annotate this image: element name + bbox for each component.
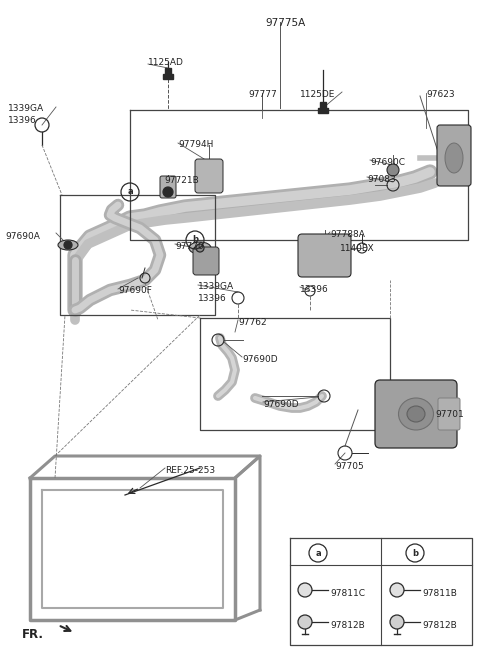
FancyBboxPatch shape	[375, 380, 457, 448]
Ellipse shape	[189, 242, 211, 254]
Text: 97690C: 97690C	[370, 158, 405, 167]
Text: 1140EX: 1140EX	[340, 244, 374, 253]
Text: 13396: 13396	[300, 285, 329, 294]
Text: a: a	[315, 549, 321, 558]
Text: 97812B: 97812B	[422, 622, 457, 631]
Text: 97794H: 97794H	[178, 140, 214, 149]
FancyBboxPatch shape	[193, 247, 219, 275]
Text: 97721B: 97721B	[164, 176, 199, 185]
Text: b: b	[412, 549, 418, 558]
Text: 1125DE: 1125DE	[300, 90, 336, 99]
Bar	[318, 108, 328, 113]
Text: 1339GA: 1339GA	[8, 104, 44, 113]
Text: FR.: FR.	[22, 628, 44, 641]
Circle shape	[64, 241, 72, 249]
Text: 97690D: 97690D	[242, 355, 277, 364]
Text: 97690A: 97690A	[5, 232, 40, 241]
FancyBboxPatch shape	[437, 125, 471, 186]
Bar	[165, 68, 171, 75]
Text: 97777: 97777	[248, 90, 277, 99]
Circle shape	[387, 164, 399, 176]
Circle shape	[298, 583, 312, 597]
Text: b: b	[192, 235, 198, 244]
Bar	[320, 102, 326, 109]
FancyBboxPatch shape	[195, 159, 223, 193]
Bar	[163, 74, 173, 79]
Text: 13396: 13396	[198, 294, 227, 303]
Text: 97812B: 97812B	[330, 622, 365, 631]
Text: a: a	[127, 187, 133, 196]
Text: 97701: 97701	[435, 410, 464, 419]
Text: 97775A: 97775A	[265, 18, 305, 28]
Text: 97770: 97770	[175, 242, 204, 251]
Text: 97083: 97083	[367, 175, 396, 184]
Circle shape	[390, 583, 404, 597]
Ellipse shape	[398, 398, 433, 430]
Text: 97705: 97705	[335, 462, 364, 471]
Text: 97690F: 97690F	[118, 286, 152, 295]
FancyBboxPatch shape	[298, 234, 351, 277]
FancyBboxPatch shape	[438, 398, 460, 430]
Text: 1125AD: 1125AD	[148, 58, 184, 67]
Ellipse shape	[445, 143, 463, 173]
Text: 97690D: 97690D	[263, 400, 299, 409]
Text: REF.25-253: REF.25-253	[165, 466, 215, 475]
Text: 1339GA: 1339GA	[198, 282, 234, 291]
Text: 97762: 97762	[238, 318, 266, 327]
Ellipse shape	[58, 240, 78, 250]
Text: 97623: 97623	[426, 90, 455, 99]
Text: 97811B: 97811B	[422, 589, 457, 599]
Circle shape	[196, 244, 204, 252]
Text: 97811C: 97811C	[330, 589, 365, 599]
Text: 13396: 13396	[8, 116, 37, 125]
Ellipse shape	[407, 406, 425, 422]
Text: 97788A: 97788A	[330, 230, 365, 239]
FancyBboxPatch shape	[160, 176, 176, 198]
Circle shape	[163, 187, 173, 197]
Circle shape	[390, 615, 404, 629]
Circle shape	[298, 615, 312, 629]
